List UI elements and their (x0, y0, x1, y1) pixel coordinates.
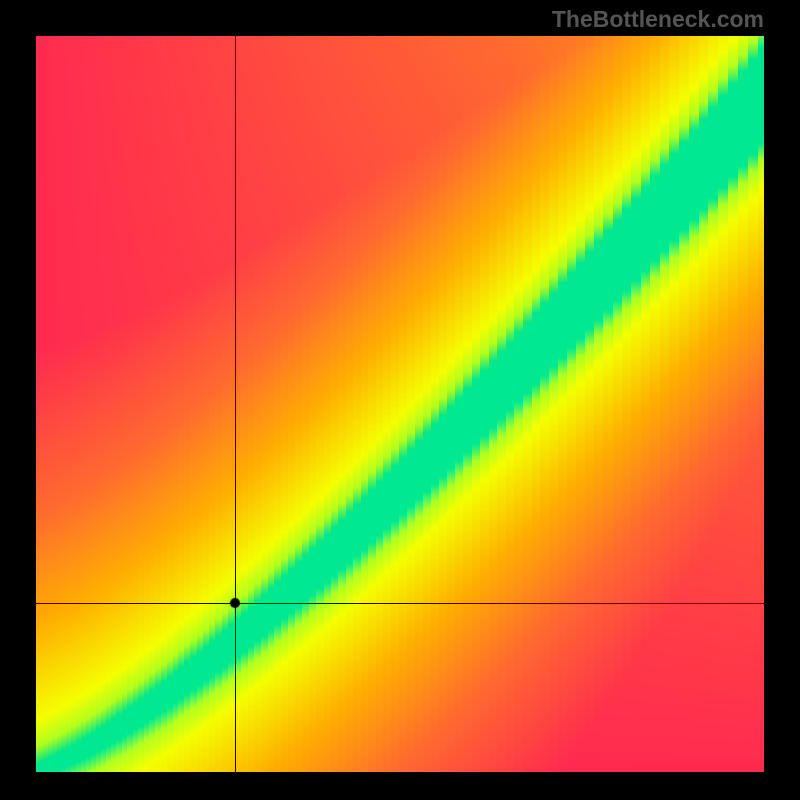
watermark-text: TheBottleneck.com (552, 6, 764, 33)
heatmap-canvas (36, 36, 764, 772)
crosshair-horizontal (36, 603, 764, 604)
crosshair-dot (229, 597, 241, 609)
crosshair-vertical (235, 36, 236, 772)
plot-area (36, 36, 764, 772)
